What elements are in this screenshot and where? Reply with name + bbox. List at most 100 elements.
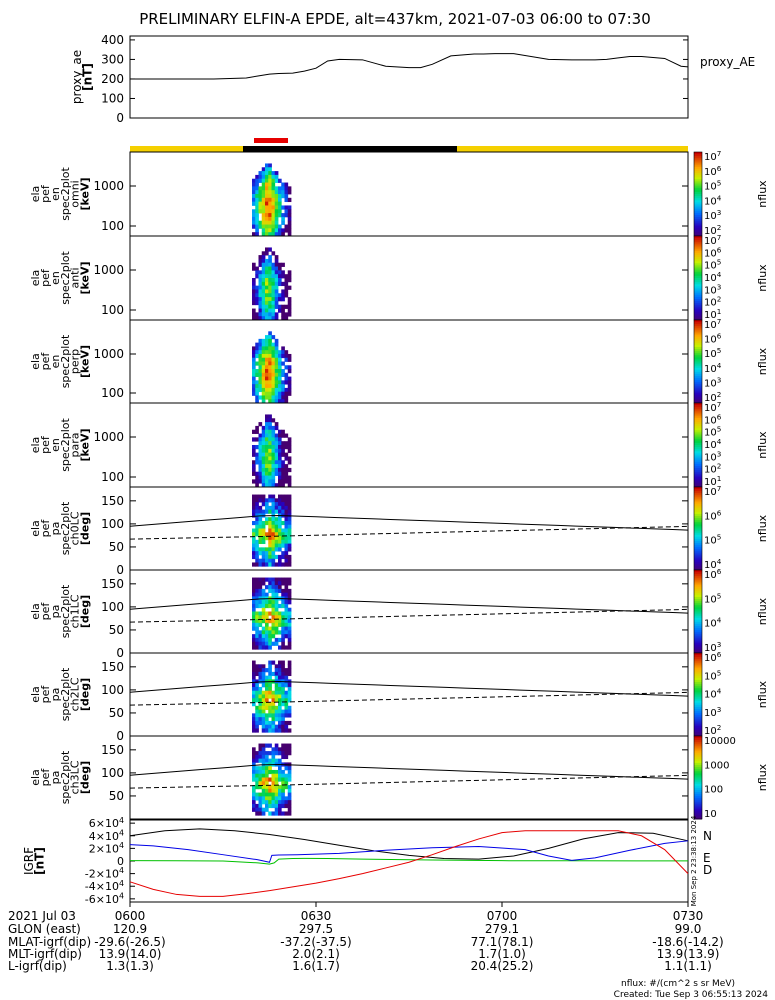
colorbar-segment (694, 338, 702, 342)
colorbar-tick: 104 (704, 437, 722, 451)
spectrogram-cell (271, 335, 276, 340)
spectrogram-cell (265, 174, 269, 180)
colorbar-segment (694, 796, 702, 799)
colorbar-segment (694, 783, 702, 787)
colorbar-segment (694, 413, 702, 417)
spectrogram-cell (261, 758, 266, 763)
spectrogram-cell (255, 174, 259, 180)
panel-frame (129, 735, 689, 820)
spectrogram-cell (252, 209, 256, 214)
spectrogram-cell (258, 558, 263, 563)
spectrogram-cell (284, 498, 289, 503)
colorbar-segment (694, 299, 702, 302)
spectrogram-cell (284, 228, 289, 233)
colorbar-label: nflux (756, 180, 769, 208)
colorbar-segment (694, 173, 702, 176)
colorbar-segment (694, 480, 702, 484)
ytick-label: 150 (101, 577, 124, 591)
spectrogram-cell (271, 346, 276, 351)
spectrogram-cell (265, 686, 269, 692)
spectrogram-cell (261, 278, 266, 283)
colorbar-segment (694, 686, 702, 689)
spectrogram-cell (274, 384, 279, 389)
colorbar-segment (694, 426, 702, 429)
colorbar-segment (694, 501, 702, 505)
spectrogram-cell (261, 524, 266, 529)
spectrogram-cell (252, 437, 256, 442)
colorbar-segment (694, 175, 702, 178)
colorbar-segment (694, 719, 702, 722)
spectrogram-cell (281, 619, 285, 624)
spectrogram-cell (255, 720, 259, 726)
spectrogram-cell (255, 361, 259, 366)
spectrogram-cell (284, 467, 289, 473)
spectrogram-cell (278, 262, 282, 267)
spectrogram-cell (274, 524, 279, 529)
shadow-bar (243, 146, 457, 152)
colorbar-segment (694, 487, 702, 490)
spectrogram-cell (281, 728, 285, 733)
spectrogram-cell (268, 528, 272, 533)
spectrogram-cell (252, 346, 256, 351)
spectrogram-cell (255, 769, 259, 775)
spectrogram-cell (265, 361, 269, 366)
spectrogram-cell (265, 422, 269, 427)
colorbar-segment (694, 363, 702, 367)
spectrogram-cell (252, 266, 256, 271)
sunlight-bar (130, 146, 243, 152)
panel-para: 1001000elapefenspec2plotpara[keV]1011021… (29, 400, 769, 488)
spectrogram-cell (265, 281, 269, 287)
colorbar-segment (694, 166, 702, 170)
colorbar-segment (694, 322, 702, 325)
spectrogram-cell (274, 171, 279, 176)
spectrogram-cell (274, 262, 279, 267)
spectrogram-cell (261, 728, 266, 733)
spectrogram-cell (252, 713, 256, 718)
spectrogram-cell (255, 502, 259, 507)
spectrogram-cell (252, 232, 256, 237)
spectrogram-cell (271, 475, 276, 480)
spectrogram-cell (261, 445, 266, 450)
spectrogram-cell (281, 600, 285, 605)
spectrogram-cell (278, 178, 282, 183)
colorbar-segment (694, 590, 702, 594)
spectrogram-cell (271, 232, 276, 237)
table-cell: 2.0(2.1) (292, 947, 340, 961)
spectrogram-cell (278, 232, 282, 237)
spectrogram-cell (287, 509, 292, 514)
spectrogram-cell (268, 479, 272, 484)
spectrogram-cell (271, 800, 276, 805)
spectrogram-cell (274, 796, 279, 801)
spectrogram-cell (255, 728, 259, 733)
panels: 0100200300400proxy_ae[nT]proxy_AE1001000… (22, 33, 769, 906)
spectrogram-cell (252, 376, 256, 381)
spectrogram-cell (287, 803, 292, 809)
spectrogram-cell (274, 751, 279, 756)
spectrogram-cell (274, 278, 279, 283)
colorbar-segment (694, 261, 702, 264)
spectrogram-cell (261, 289, 266, 294)
spectrogram-cell (287, 498, 292, 503)
spectrogram-cell (252, 788, 256, 793)
spectrogram-cell (252, 464, 256, 469)
spectrogram-cell (258, 289, 263, 294)
spectrogram-cell (255, 228, 259, 233)
spectrogram-cell (274, 452, 279, 457)
spectrogram-cell (281, 803, 285, 809)
colorbar-segment (694, 723, 702, 727)
spectrogram-cell (278, 581, 282, 586)
spectrogram-cell (278, 228, 282, 233)
colorbar-segment (694, 509, 702, 513)
colorbar-segment (694, 762, 702, 766)
anti-loss-cone-line (129, 525, 689, 540)
spectrogram-cell (281, 205, 285, 210)
spectrogram-cell (265, 626, 269, 631)
spectrogram-cell (281, 452, 285, 457)
spectrogram-cell (265, 228, 269, 233)
spectrogram-cell (271, 387, 276, 393)
colorbar-segment (694, 696, 702, 700)
colorbar-segment (694, 447, 702, 450)
colorbar-segment (694, 617, 702, 621)
colorbar-segment (694, 320, 702, 323)
spectrogram-cell (265, 743, 269, 748)
